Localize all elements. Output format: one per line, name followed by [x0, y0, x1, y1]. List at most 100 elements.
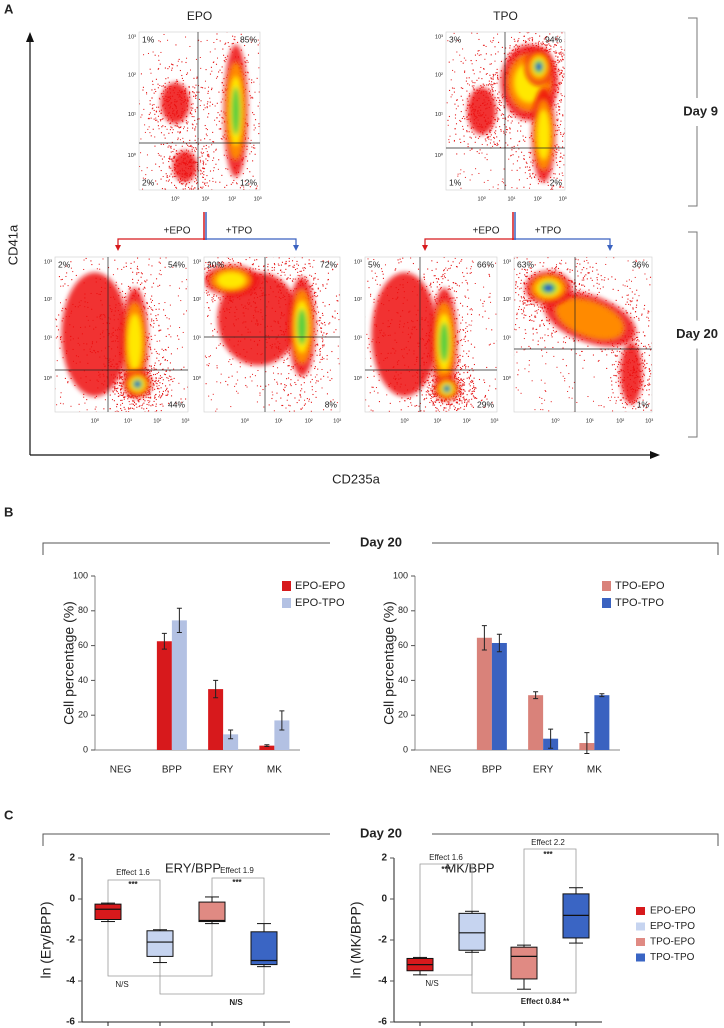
- event-dot: [561, 95, 563, 97]
- event-dot: [137, 399, 139, 401]
- event-dot: [537, 183, 539, 185]
- event-dot: [121, 268, 123, 270]
- y-tick-label: 10³: [435, 35, 443, 41]
- event-dot: [170, 151, 172, 153]
- event-dot: [61, 278, 63, 280]
- panel-letter: A: [4, 1, 14, 16]
- event-dot: [147, 52, 149, 54]
- event-dot: [113, 400, 115, 402]
- event-dot: [545, 46, 547, 48]
- event-dot: [208, 113, 210, 115]
- event-dot: [164, 302, 166, 304]
- event-dot: [158, 67, 160, 69]
- event-dot: [493, 136, 495, 139]
- event-dot: [247, 245, 248, 246]
- event-dot: [484, 157, 486, 159]
- event-dot: [175, 402, 177, 405]
- event-dot: [129, 412, 130, 413]
- density-level: [537, 110, 550, 160]
- event-dot: [248, 90, 251, 92]
- event-dot: [535, 32, 537, 35]
- event-dot: [64, 283, 66, 285]
- event-dot: [209, 101, 211, 103]
- event-dot: [226, 254, 227, 255]
- event-dot: [189, 69, 191, 71]
- event-dot: [146, 93, 148, 95]
- event-dot: [236, 183, 238, 185]
- event-dot: [111, 449, 112, 450]
- event-dot: [176, 125, 178, 127]
- event-dot: [499, 100, 501, 102]
- event-dot: [149, 103, 151, 105]
- event-dot: [263, 265, 265, 268]
- event-dot: [454, 103, 456, 105]
- event-dot: [558, 109, 560, 111]
- event-dot: [41, 331, 42, 332]
- event-dot: [246, 21, 247, 22]
- event-dot: [152, 379, 154, 382]
- event-dot: [157, 387, 159, 389]
- event-dot: [491, 81, 493, 83]
- event-dot: [168, 157, 170, 160]
- event-dot: [277, 244, 278, 245]
- event-dot: [254, 147, 256, 149]
- event-dot: [206, 182, 208, 184]
- event-dot: [64, 377, 66, 379]
- event-dot: [202, 162, 204, 165]
- event-dot: [557, 56, 559, 58]
- event-dot: [114, 259, 116, 261]
- event-dot: [171, 63, 173, 65]
- event-dot: [171, 170, 173, 172]
- event-dot: [90, 236, 91, 237]
- event-dot: [160, 169, 162, 172]
- event-dot: [549, 50, 551, 53]
- event-dot: [568, 53, 569, 54]
- event-dot: [564, 95, 565, 97]
- event-dot: [211, 144, 213, 146]
- event-dot: [196, 181, 198, 184]
- event-dot: [501, 181, 503, 183]
- event-dot: [147, 256, 148, 257]
- event-dot: [149, 375, 151, 377]
- event-dot: [102, 431, 103, 432]
- event-dot: [149, 400, 151, 402]
- event-dot: [205, 163, 207, 165]
- event-dot: [566, 90, 567, 91]
- event-dot: [567, 94, 568, 95]
- event-dot: [167, 465, 168, 466]
- event-dot: [522, 135, 524, 137]
- event-dot: [151, 404, 153, 406]
- event-dot: [460, 187, 462, 189]
- event-dot: [157, 83, 159, 85]
- event-dot: [189, 111, 191, 113]
- event-dot: [154, 88, 156, 90]
- event-dot: [561, 60, 563, 62]
- event-dot: [157, 121, 159, 123]
- event-dot: [109, 408, 111, 410]
- event-dot: [258, 123, 260, 125]
- event-dot: [493, 37, 495, 39]
- event-dot: [159, 262, 161, 264]
- event-dot: [59, 347, 61, 349]
- event-dot: [144, 295, 146, 297]
- event-dot: [466, 98, 468, 100]
- event-dot: [509, 45, 511, 47]
- event-dot: [576, 74, 577, 75]
- event-dot: [259, 42, 260, 44]
- event-dot: [178, 382, 180, 384]
- event-dot: [247, 137, 249, 139]
- event-dot: [158, 55, 160, 57]
- event-dot: [299, 270, 301, 272]
- event-dot: [31, 363, 32, 364]
- event-dot: [495, 72, 497, 74]
- event-dot: [524, 172, 526, 174]
- event-dot: [56, 404, 58, 406]
- event-dot: [232, 35, 234, 37]
- event-dot: [567, 174, 568, 175]
- event-dot: [496, 107, 499, 109]
- event-dot: [182, 128, 184, 130]
- event-dot: [494, 143, 496, 146]
- event-dot: [224, 61, 226, 63]
- event-dot: [563, 132, 565, 134]
- event-dot: [239, 218, 240, 219]
